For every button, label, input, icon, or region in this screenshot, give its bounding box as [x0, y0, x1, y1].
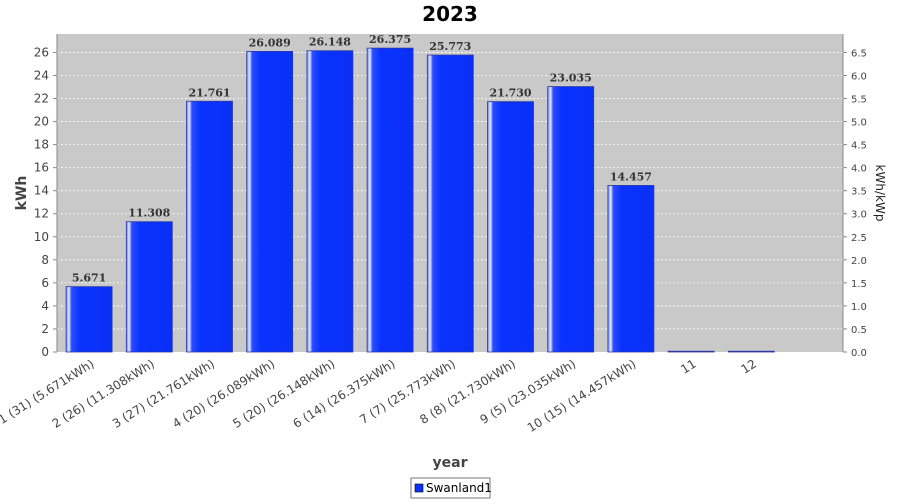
x-axis-ticks: 1 (31) (5.671kWh)2 (26) (11.308kWh)3 (27… — [0, 357, 759, 435]
bar-value-label: 26.148 — [309, 36, 351, 49]
y-tick-label: 10 — [34, 230, 49, 244]
bar-value-label: 26.375 — [369, 33, 411, 46]
y-right-tick-label: 0.0 — [851, 348, 867, 359]
y-tick-label: 26 — [34, 45, 49, 59]
y-right-tick-label: 5.5 — [851, 95, 867, 106]
bar-value-label: 11.308 — [128, 207, 170, 220]
bar-value-label: 26.089 — [249, 36, 291, 49]
y-right-tick-label: 1.0 — [851, 302, 867, 313]
bar — [306, 50, 354, 353]
y-right-tick-label: 6.5 — [851, 48, 867, 59]
bar — [246, 51, 294, 353]
y-right-tick-label: 1.5 — [851, 279, 867, 290]
chart-title: 2023 — [422, 2, 478, 26]
bar — [426, 54, 474, 353]
bar-value-label: 25.773 — [429, 40, 471, 53]
y-tick-label: 22 — [34, 92, 49, 106]
y-right-tick-label: 4.0 — [851, 164, 867, 175]
legend: Swanland1 — [410, 477, 492, 499]
x-tick-label: 4 (20) (26.089kWh) — [170, 357, 277, 431]
value-labels: 5.671 11.308 21.761 26.089 26.148 26.375 25.77… — [72, 33, 652, 285]
y-tick-label: 2 — [41, 322, 49, 336]
bar — [125, 221, 173, 353]
x-tick-label: 3 (27) (21.761kWh) — [110, 357, 217, 431]
y-right-tick-label: 2.0 — [851, 256, 867, 267]
y-tick-label: 4 — [41, 299, 49, 313]
y-tick-label: 24 — [34, 68, 49, 82]
y-tick-label: 20 — [34, 115, 49, 129]
bar — [366, 47, 414, 353]
y-tick-label: 12 — [34, 207, 49, 221]
x-tick-label: 6 (14) (26.375kWh) — [290, 357, 397, 431]
x-tick-label: 2 (26) (11.308kWh) — [50, 357, 157, 431]
y-tick-label: 8 — [41, 253, 49, 267]
y-right-tick-label: 4.5 — [851, 141, 867, 152]
legend-box — [410, 477, 491, 499]
bar-value-label: 21.730 — [489, 87, 531, 100]
y-tick-label: 6 — [41, 276, 49, 290]
y-axis-right-ticks: 0.0 0.5 1.0 1.5 2.0 2.5 3.0 3.5 4.0 4.5 5.0 5.5 6.0 6… — [842, 34, 867, 359]
x-tick-label: 5 (20) (26.148kWh) — [230, 357, 337, 431]
bars — [65, 47, 775, 353]
y-tick-label: 16 — [34, 161, 49, 175]
bar — [487, 101, 534, 353]
y-tick-label: 14 — [34, 184, 49, 198]
y-right-tick-label: 3.5 — [851, 187, 867, 198]
bar — [186, 100, 233, 353]
x-axis-label: year — [433, 455, 468, 471]
y-axis-right-label: kWh/kWp — [873, 165, 887, 222]
legend-label-swanland1: Swanland1 — [426, 481, 492, 495]
bar-value-label: 14.457 — [610, 170, 652, 183]
bar — [547, 86, 595, 353]
x-tick-label: 1 (31) (5.671kWh) — [0, 357, 97, 427]
y-right-tick-label: 6.0 — [851, 71, 867, 82]
y-right-tick-label: 2.5 — [851, 233, 867, 244]
y-right-tick-label: 5.0 — [851, 118, 867, 129]
y-tick-label: 0 — [41, 345, 49, 359]
bar-value-label: 5.671 — [72, 272, 106, 285]
y-axis-label: kWh — [14, 176, 30, 211]
x-tick-label: 12 — [739, 357, 759, 377]
bar — [667, 350, 715, 353]
x-tick-label: 10 (15) (14.457kWh) — [525, 357, 639, 435]
y-tick-label: 18 — [34, 138, 49, 152]
legend-swatch — [414, 483, 424, 493]
y-right-tick-label: 0.5 — [851, 325, 867, 336]
bar — [65, 286, 113, 353]
bar — [727, 350, 775, 353]
bar-value-label: 21.761 — [188, 86, 230, 99]
bar — [607, 185, 655, 353]
y-right-tick-label: 3.0 — [851, 210, 867, 221]
x-tick-label: 11 — [678, 357, 698, 377]
bar-value-label: 23.035 — [550, 72, 592, 85]
